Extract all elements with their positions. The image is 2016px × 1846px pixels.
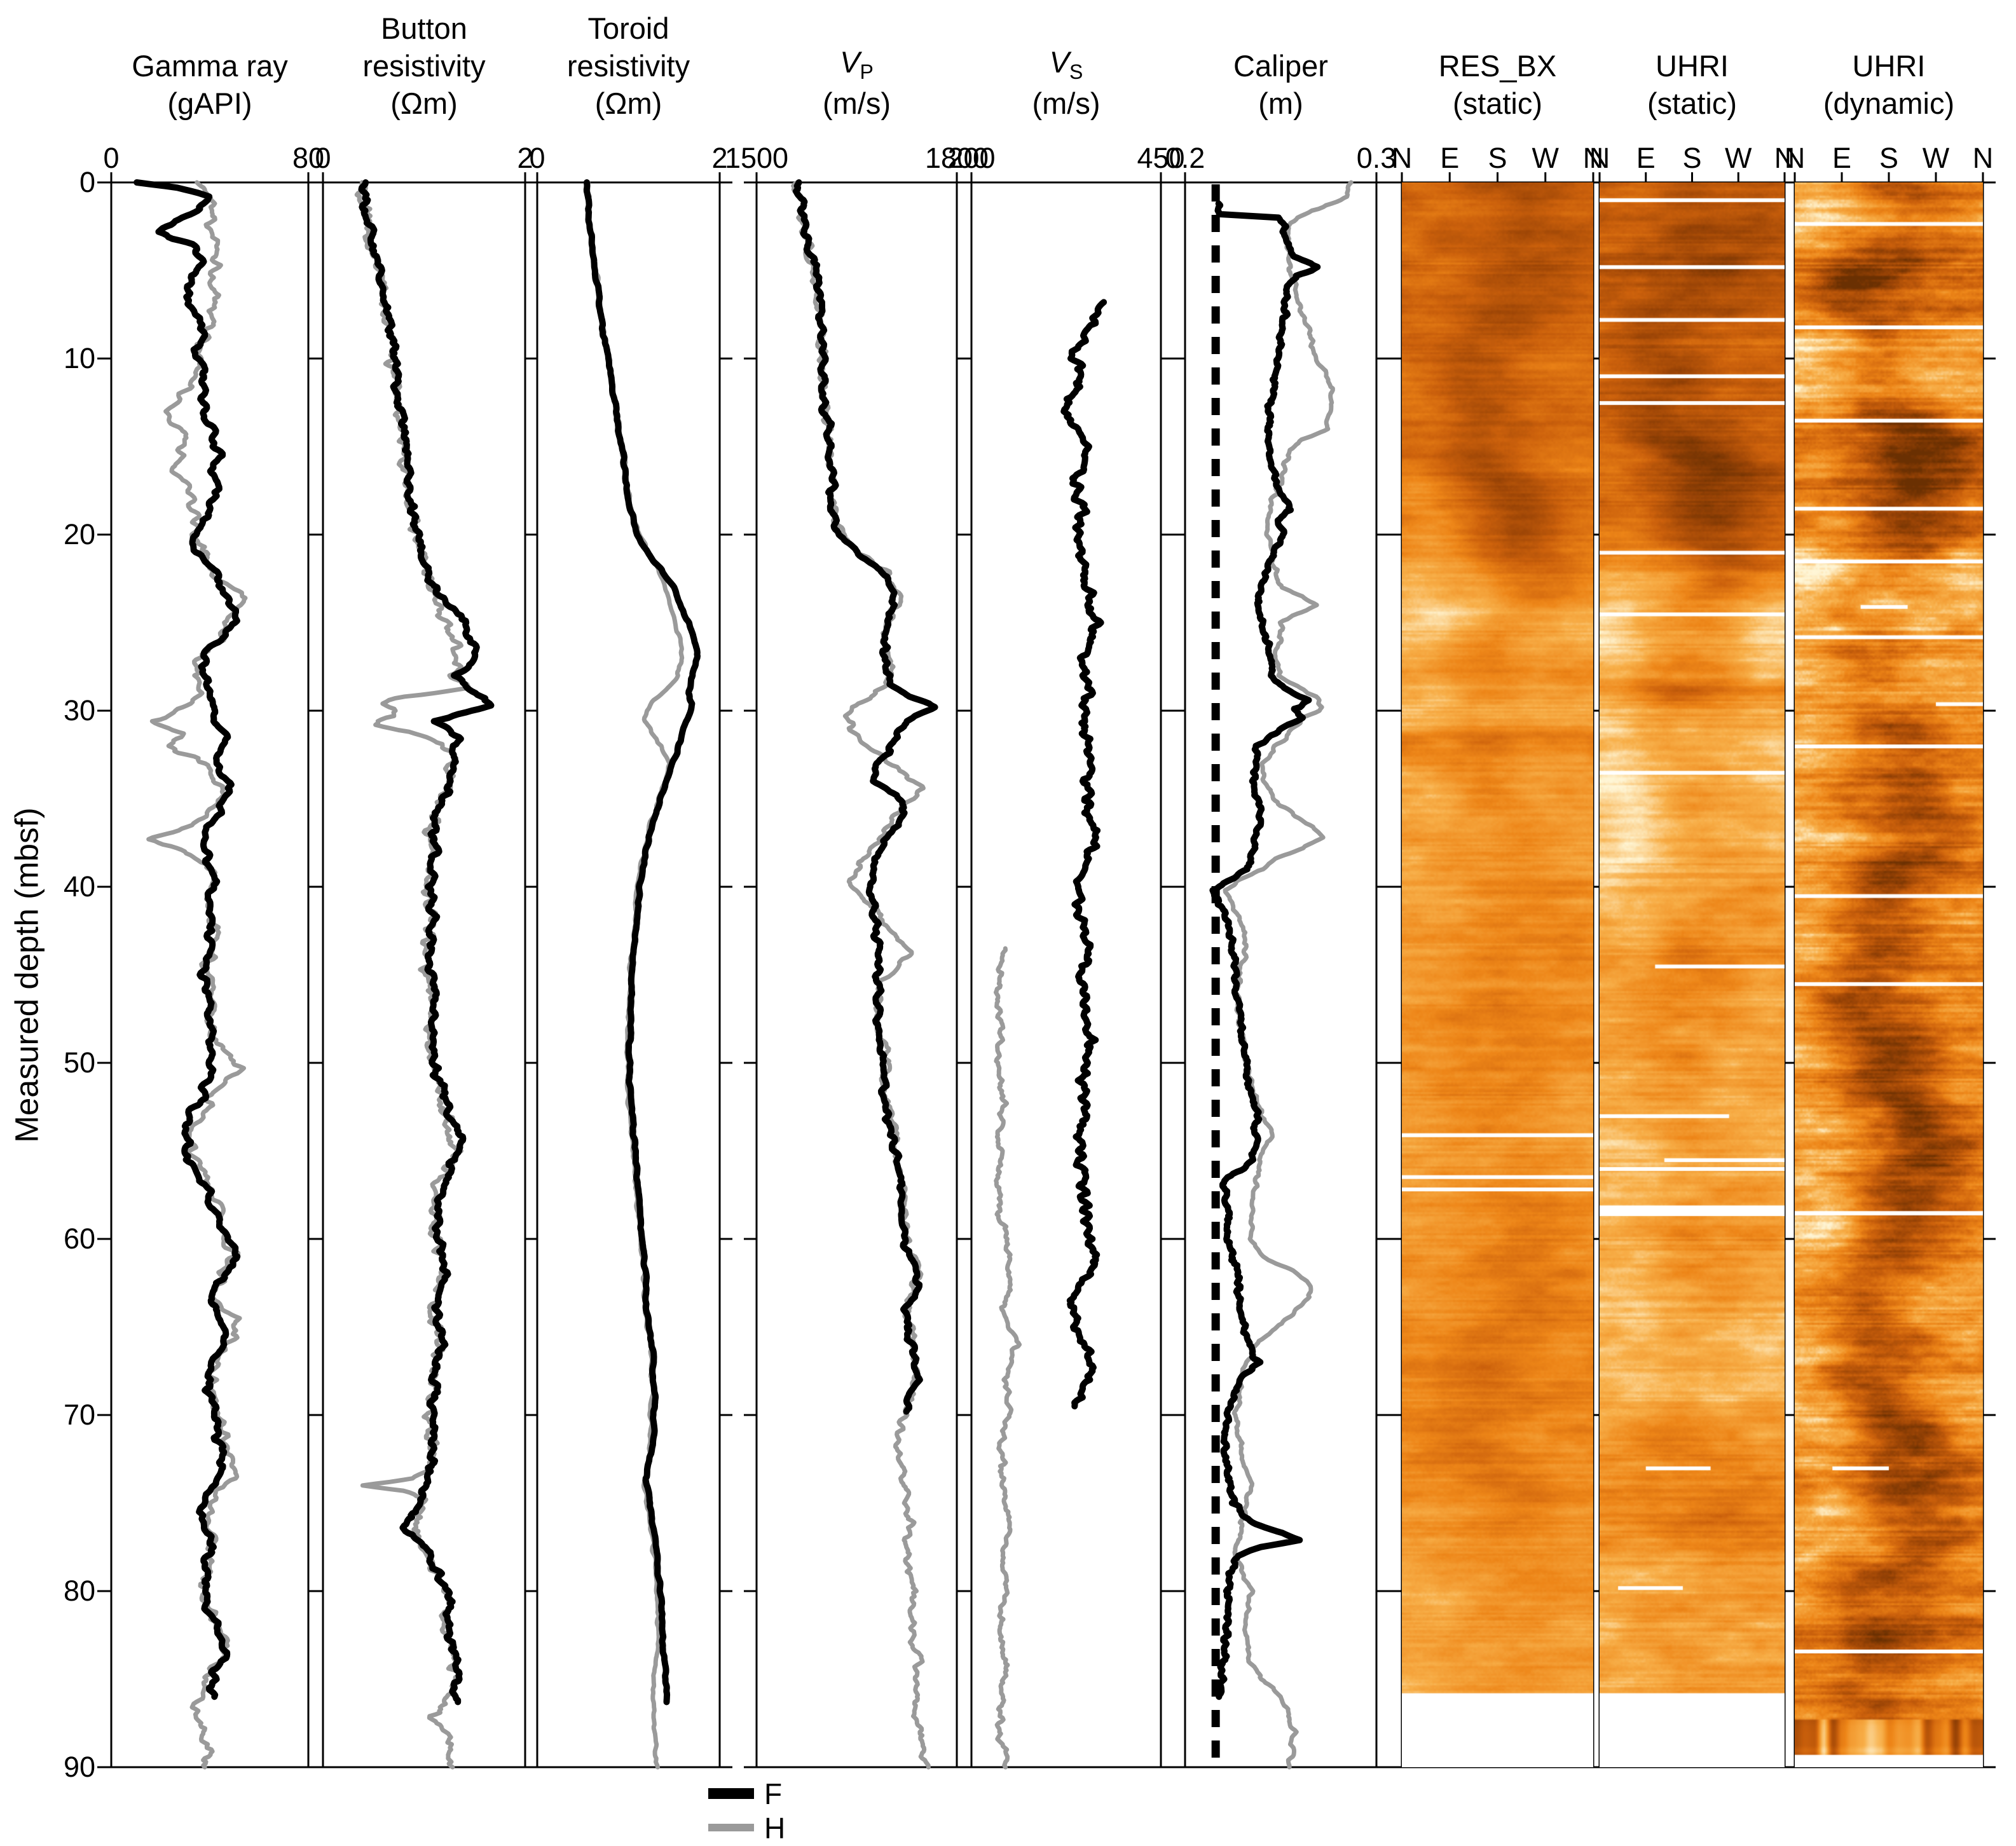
x-tick-label-res-bx-static: S xyxy=(1488,142,1507,174)
panel-title-text: resistivity xyxy=(362,49,486,83)
panel-title-uhri-dynamic: UHRI (dynamic) xyxy=(1795,0,1983,122)
panel-title-vp: VP (m/s) xyxy=(757,0,957,122)
panel-title-text: V xyxy=(1049,45,1069,79)
panel-title-res-bx-static: RES_BX (static) xyxy=(1402,0,1593,122)
x-tick-label-res-bx-static: W xyxy=(1532,142,1559,174)
x-tick-label-toroid-resistivity: 2 xyxy=(711,142,728,174)
legend-label-F: F xyxy=(764,1777,783,1810)
depth-tick-label: 20 xyxy=(63,518,95,550)
panel-title-text: Gamma ray xyxy=(132,49,288,83)
x-tick-label-caliper: 0.3 xyxy=(1356,142,1397,174)
log-curve-vs-F xyxy=(1060,299,1107,1410)
x-tick-label-uhri-static: N xyxy=(1589,142,1610,174)
panel-title-text: Button xyxy=(381,11,467,45)
log-curve-vs-H xyxy=(994,946,1022,1770)
panel-title-text: (gAPI) xyxy=(167,86,252,120)
x-tick-label-vp: 1800 xyxy=(924,142,989,174)
x-tick-label-button-resistivity: 0 xyxy=(315,142,331,174)
panel-title-vs: VS (m/s) xyxy=(971,0,1161,122)
log-curve-gamma-ray-H xyxy=(146,180,248,1770)
log-curve-gamma-ray-F xyxy=(134,179,241,1700)
panel-title-text: (m/s) xyxy=(822,86,891,120)
panel-title-text: UHRI xyxy=(1656,49,1729,83)
panel-title-text: (static) xyxy=(1647,86,1737,120)
depth-tick-label: 40 xyxy=(63,870,95,903)
x-tick-label-caliper: 0.2 xyxy=(1165,142,1205,174)
depth-tick-label: 70 xyxy=(63,1398,95,1431)
image-log-res-bx-static xyxy=(1402,182,1593,1767)
x-tick-label-uhri-dynamic: N xyxy=(1972,142,1994,174)
x-tick-label-uhri-static: E xyxy=(1636,142,1656,174)
log-curve-toroid-resistivity-F xyxy=(583,179,701,1706)
depth-tick-label: 90 xyxy=(63,1751,95,1783)
x-tick-label-uhri-dynamic: W xyxy=(1922,142,1950,174)
panel-title-toroid-resistivity: Toroid resistivity (Ωm) xyxy=(537,0,720,122)
panel-title-text: (Ωm) xyxy=(390,86,458,120)
panel-title-text: UHRI xyxy=(1852,49,1926,83)
x-tick-label-vp: 1500 xyxy=(724,142,789,174)
x-tick-label-vs: 450 xyxy=(1137,142,1185,174)
x-tick-label-gamma-ray: 0 xyxy=(103,142,120,174)
panel-title-text: (static) xyxy=(1453,86,1542,120)
depth-tick-label: 10 xyxy=(63,342,95,374)
panel-title-text: (m) xyxy=(1258,86,1303,120)
panel-title-text: V xyxy=(840,45,860,79)
image-log-uhri-static xyxy=(1600,182,1785,1767)
panel-title-text: RES_BX xyxy=(1438,49,1557,83)
panel-title-gamma-ray: Gamma ray (gAPI) xyxy=(111,0,308,122)
panel-title-caliper: Caliper (m) xyxy=(1185,0,1376,122)
legend-swatch-H xyxy=(708,1824,754,1831)
x-tick-label-uhri-dynamic: N xyxy=(1784,142,1806,174)
x-tick-label-res-bx-static: N xyxy=(1391,142,1413,174)
log-curve-button-resistivity-F xyxy=(358,179,495,1706)
x-tick-label-uhri-static: N xyxy=(1774,142,1795,174)
x-tick-label-gamma-ray: 80 xyxy=(292,142,325,174)
x-tick-label-vs: 200 xyxy=(947,142,996,174)
x-tick-label-uhri-static: W xyxy=(1725,142,1752,174)
log-curve-vp-F xyxy=(793,179,938,1415)
x-tick-label-uhri-dynamic: S xyxy=(1879,142,1898,174)
panel-title-uhri-static: UHRI (static) xyxy=(1600,0,1785,122)
panel-title-subscript: S xyxy=(1069,60,1083,83)
panel-title-subscript: P xyxy=(860,60,874,83)
x-tick-label-button-resistivity: 2 xyxy=(517,142,533,174)
depth-tick-label: 30 xyxy=(63,694,95,727)
image-log-uhri-dynamic xyxy=(1795,182,1983,1767)
panel-title-text: Toroid xyxy=(587,11,669,45)
x-tick-label-res-bx-static: E xyxy=(1440,142,1460,174)
depth-tick-label: 80 xyxy=(63,1575,95,1607)
legend-label-H: H xyxy=(764,1812,786,1845)
panel-title-text: (dynamic) xyxy=(1823,86,1955,120)
legend-swatch-F xyxy=(708,1788,754,1799)
x-tick-label-res-bx-static: N xyxy=(1582,142,1604,174)
panel-title-text: resistivity xyxy=(566,49,690,83)
panel-title-text: Caliper xyxy=(1233,49,1328,83)
log-curve-caliper-F xyxy=(1209,200,1321,1700)
x-tick-label-uhri-static: S xyxy=(1682,142,1702,174)
depth-tick-label: 50 xyxy=(63,1046,95,1079)
panel-title-text: (Ωm) xyxy=(594,86,662,120)
x-tick-label-uhri-dynamic: E xyxy=(1832,142,1851,174)
panel-title-button-resistivity: Button resistivity (Ωm) xyxy=(323,0,525,122)
depth-tick-label: 0 xyxy=(79,166,95,198)
panel-title-text: (m/s) xyxy=(1032,86,1101,120)
depth-tick-label: 60 xyxy=(63,1222,95,1255)
x-tick-label-toroid-resistivity: 0 xyxy=(529,142,545,174)
